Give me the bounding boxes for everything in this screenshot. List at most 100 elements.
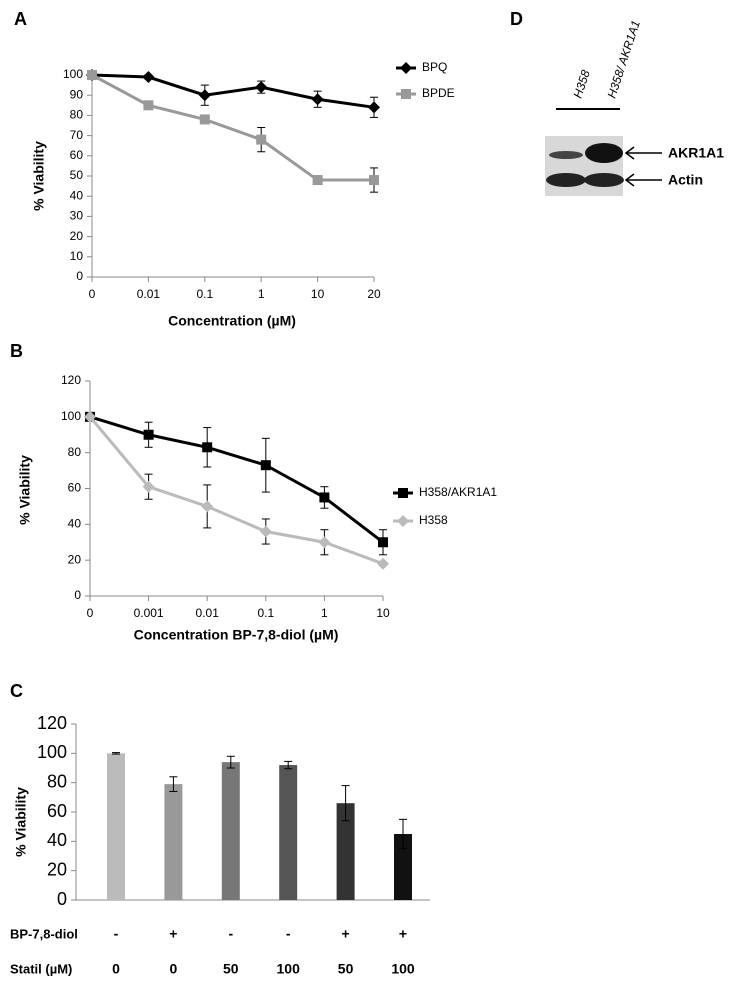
x-tick-label: 0.1 [196,287,213,301]
data-point [311,93,324,106]
x-tick-label: 10 [311,287,325,301]
y-tick-label: 40 [68,517,82,531]
legend-marker [397,515,409,527]
y-axis-label: % Viability [17,455,33,525]
y-tick-label: 100 [37,742,67,762]
row-value: 0 [170,961,178,977]
y-tick-label: 50 [70,168,84,182]
legend-marker [400,62,412,74]
x-tick-label: 0.001 [134,606,164,620]
bar [164,784,183,900]
data-point [318,536,331,549]
data-point [198,89,211,102]
y-tick-label: 40 [70,188,84,202]
data-point [255,81,268,94]
y-axis-label: % Viability [31,141,47,211]
x-tick-label: 0.01 [196,606,220,620]
x-tick-label: 0.01 [137,287,161,301]
data-point [256,134,267,145]
row-value: + [169,926,177,942]
data-point [369,175,379,186]
legend-label: BPDE [422,86,455,100]
legend-label: BPQ [422,60,447,74]
legend-marker [398,488,408,498]
row-label: BP-7,8-diol [10,926,78,941]
x-tick-label: 1 [258,287,265,301]
band-label: AKR1A1 [668,145,724,161]
panel-label: D [510,9,523,29]
lane-label: H358/ AKR1A1 [605,19,643,100]
y-tick-label: 20 [70,229,84,243]
row-value: - [286,926,291,942]
x-axis-label: Concentration (µM) [168,313,296,329]
x-tick-label: 10 [376,606,390,620]
data-point [142,71,155,84]
data-point [142,480,155,493]
y-tick-label: 90 [70,87,84,101]
row-value: + [399,926,407,942]
data-point [312,175,323,186]
series-line [91,73,374,182]
band-label: Actin [668,172,703,188]
row-value: + [342,926,350,942]
arrow-head [624,146,635,160]
bar [221,762,240,900]
x-tick-label: 0 [89,287,96,301]
data-point [368,101,380,114]
y-tick-label: 120 [61,373,81,387]
row-value: - [114,926,119,942]
panel-label: A [14,9,27,29]
bar [279,765,298,900]
x-tick-label: 1 [321,606,328,620]
bar [107,753,125,900]
row-value: 50 [223,961,239,977]
data-point [319,492,330,503]
western-blot: H358 H358/ AKR1A1 AKR1A1 Actin [545,19,724,196]
band [546,173,586,187]
y-tick-label: 100 [61,409,81,423]
data-point [199,114,210,125]
legend-label: H358 [419,513,448,527]
series-line [88,415,384,566]
data-point [143,429,154,440]
y-tick-label: 0 [57,889,67,909]
row-value: 50 [338,961,354,977]
legend-label: H358/AKR1A1 [419,485,497,499]
y-tick-label: 100 [63,67,83,81]
row-value: 100 [277,961,301,977]
data-point [87,70,97,80]
panel-label: B [10,341,23,361]
y-tick-label: 60 [47,801,67,821]
panel-label: C [10,681,23,701]
y-tick-label: 80 [47,771,67,791]
data-point [202,442,213,453]
data-point [201,500,214,513]
y-tick-label: 70 [70,128,84,142]
series-line [89,415,384,544]
y-axis-label: % Viability [13,787,29,857]
y-tick-label: 0 [74,588,81,602]
y-tick-label: 0 [76,269,83,283]
x-tick-label: 0 [87,606,94,620]
row-value: - [228,926,233,942]
y-tick-label: 20 [47,859,67,879]
y-tick-label: 60 [70,148,84,162]
data-point [260,460,271,471]
data-point [84,410,96,423]
y-tick-label: 30 [70,209,84,223]
band [584,173,624,187]
y-tick-label: 80 [70,108,84,122]
band [585,143,623,163]
band [549,151,583,159]
row-label: Statil (µM) [10,961,72,976]
row-value: 0 [112,961,120,977]
series-line [91,73,375,109]
lane-label: H358 [571,68,593,100]
data-point [377,557,389,570]
y-tick-label: 120 [37,713,67,733]
row-value: 100 [391,961,415,977]
x-tick-label: 0.1 [257,606,274,620]
y-tick-label: 80 [68,445,82,459]
y-tick-label: 20 [68,552,82,566]
